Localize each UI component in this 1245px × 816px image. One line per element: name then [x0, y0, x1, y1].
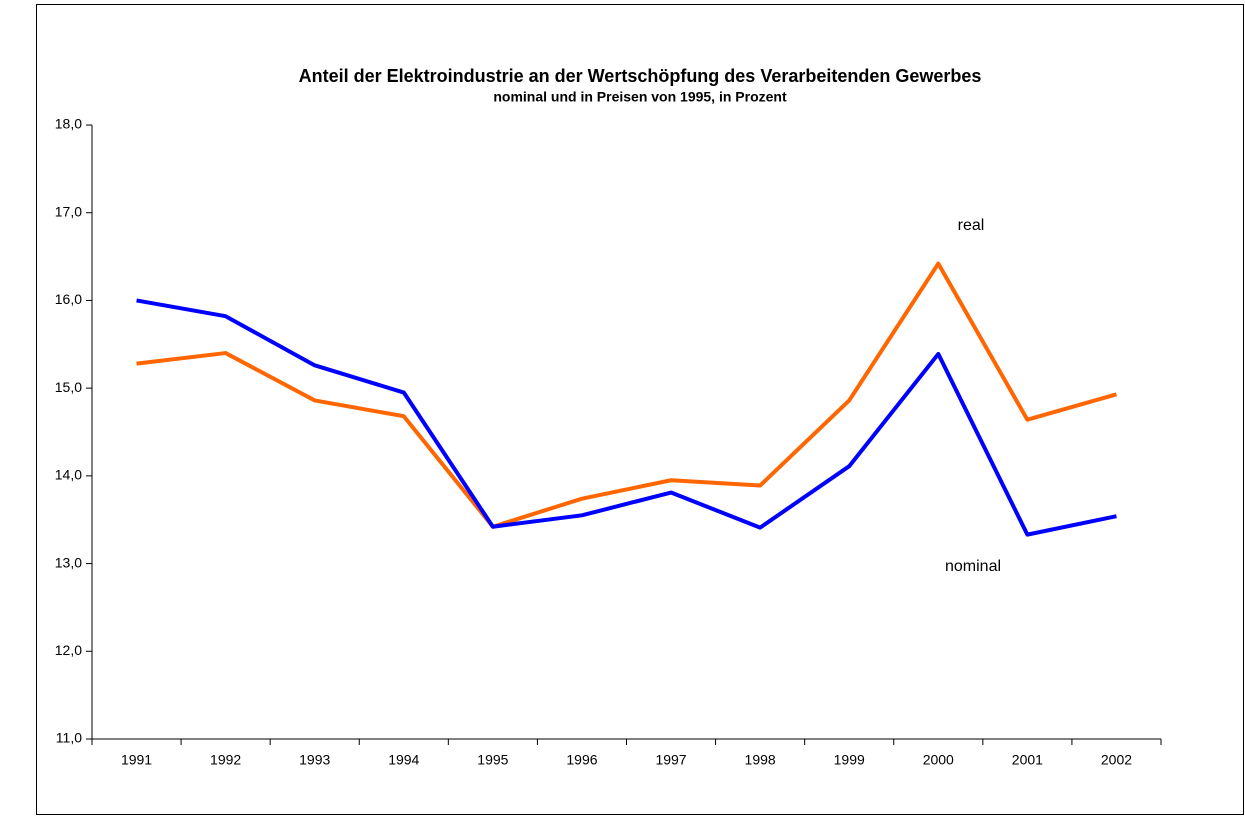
x-tick-label: 2002: [1101, 752, 1132, 768]
y-tick-label: 16,0: [55, 291, 82, 307]
y-tick-label: 11,0: [56, 730, 82, 746]
chart-subtitle: nominal und in Preisen von 1995, in Proz…: [493, 89, 787, 105]
y-tick-label: 18,0: [55, 116, 82, 132]
y-tick-label: 17,0: [55, 203, 82, 219]
series-line: [136, 298, 1117, 537]
x-tick-label: 1993: [299, 752, 330, 768]
x-tick-label: 2000: [923, 752, 954, 768]
chart-title: Anteil der Elektroindustrie an der Werts…: [299, 66, 982, 86]
x-tick-label: 1991: [121, 752, 152, 768]
series-line: [136, 261, 1118, 529]
x-tick-label: 1999: [834, 752, 865, 768]
x-tick-label: 1996: [566, 752, 597, 768]
x-tick-label: 1992: [210, 752, 241, 768]
chart-frame: [36, 4, 1244, 815]
x-tick-label: 1998: [745, 752, 776, 768]
y-tick-label: 15,0: [55, 379, 82, 395]
x-tick-label: 2001: [1012, 752, 1043, 768]
y-tick-label: 12,0: [55, 642, 82, 658]
y-tick-label: 14,0: [55, 467, 82, 483]
y-tick-label: 13,0: [55, 554, 82, 570]
x-tick-label: 1994: [388, 752, 419, 768]
series-annotation: nominal: [945, 558, 1001, 575]
x-tick-label: 1995: [477, 752, 508, 768]
x-tick-label: 1997: [655, 752, 686, 768]
series-annotation: real: [958, 217, 985, 234]
